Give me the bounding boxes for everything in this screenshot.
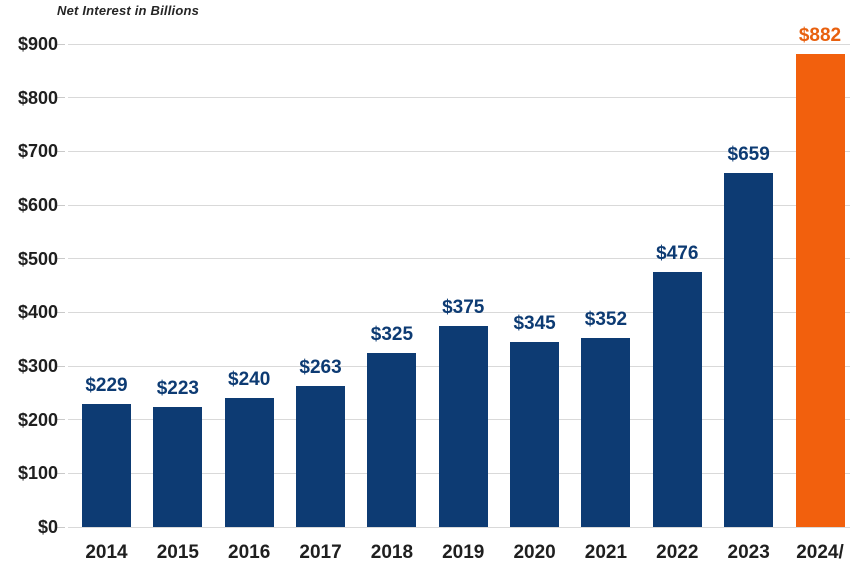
y-axis-tick [57, 311, 65, 313]
bar-value-label: $223 [156, 378, 199, 400]
x-axis-label: 2020 [513, 542, 556, 563]
bar-value-label: $375 [442, 296, 485, 318]
y-axis-label: $200 [17, 409, 58, 430]
bar-value-label: $659 [727, 144, 770, 166]
gridline [68, 258, 850, 260]
y-axis-label: $400 [17, 302, 58, 323]
y-axis-tick [57, 97, 65, 99]
y-axis-label: $100 [17, 463, 58, 484]
chart-title: Net Interest in Billions [57, 3, 200, 18]
gridline [68, 150, 850, 152]
x-axis-label: 2014 [85, 542, 128, 563]
bar-value-label: $345 [513, 312, 556, 334]
x-axis-label: 2016 [228, 542, 271, 563]
y-axis-tick [57, 526, 65, 528]
bar-value-label: $240 [228, 369, 271, 391]
y-axis-label: $500 [17, 248, 58, 269]
x-axis-label: 2023 [727, 542, 770, 563]
gridline [68, 204, 850, 206]
gridline [68, 311, 850, 313]
bar-2022 [652, 271, 702, 527]
x-axis-label: 2017 [299, 542, 342, 563]
y-axis-tick [57, 150, 65, 152]
y-axis-label: $800 [17, 87, 58, 108]
y-axis-tick [57, 472, 65, 474]
bar-2015 [153, 407, 203, 527]
bar-value-label: $229 [85, 375, 128, 397]
x-axis-label: 2021 [584, 542, 628, 563]
bar-2016 [224, 398, 274, 527]
y-axis-label: $900 [17, 34, 58, 54]
x-axis-label: 2015 [156, 542, 199, 563]
x-axis-label: 2019 [442, 542, 485, 563]
y-axis-label: $600 [17, 195, 58, 215]
y-axis-tick [57, 258, 65, 260]
y-axis-label: $300 [17, 356, 58, 376]
bar-2017 [296, 385, 346, 527]
y-axis-tick [57, 419, 65, 421]
bar-value-label: $263 [299, 356, 342, 378]
bar-value-label: $352 [584, 309, 628, 331]
y-axis-tick [57, 365, 65, 367]
y-axis-tick [57, 43, 65, 45]
bar-value-label: $882 [798, 24, 842, 46]
gridline [68, 43, 850, 45]
bar-2024 [795, 53, 845, 527]
y-axis-tick [57, 204, 65, 206]
bar-2014 [82, 404, 131, 527]
y-axis-label: $0 [37, 517, 58, 537]
gridline [68, 526, 850, 528]
bar-2019 [438, 325, 488, 527]
bar-2023 [724, 173, 774, 527]
x-axis-label: 2022 [656, 542, 699, 563]
y-axis-label: $700 [17, 141, 58, 162]
bar-value-label: $325 [370, 323, 414, 345]
x-axis-label: 2018 [370, 542, 414, 563]
bar-value-label: $476 [656, 242, 699, 264]
bar-2021 [581, 338, 631, 527]
bar-2018 [367, 352, 417, 527]
x-axis-label: 2024/ [796, 542, 844, 563]
bar-2020 [510, 341, 560, 527]
gridline [68, 97, 850, 99]
